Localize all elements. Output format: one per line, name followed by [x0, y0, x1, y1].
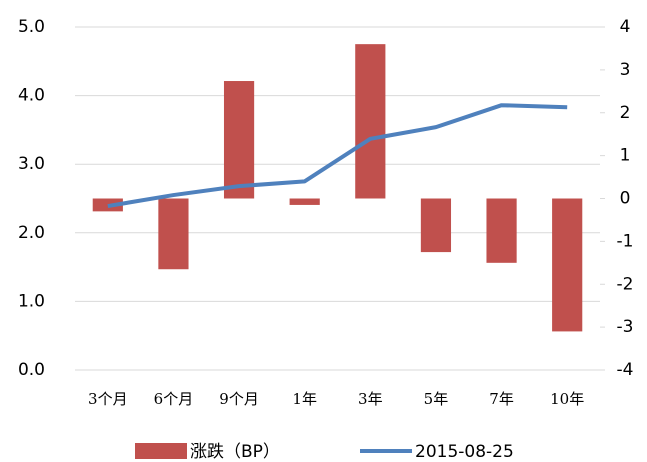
- x-tick-label: 3个月: [88, 390, 128, 408]
- legend-label: 2015-08-25: [415, 442, 514, 462]
- y-tick-label: 1.0: [18, 291, 45, 311]
- y-tick-label: 2.0: [18, 223, 45, 243]
- bar: [223, 81, 255, 199]
- legend-label: 涨跌（BP）: [190, 442, 280, 462]
- y2-tick-label: 0: [620, 189, 631, 209]
- line: [107, 103, 568, 209]
- x-tick-label: 7年: [489, 390, 514, 408]
- legend-swatch: [135, 443, 187, 459]
- bar: [158, 198, 189, 270]
- y2-tick-label: -1: [617, 231, 634, 251]
- y2-tick-label: -4: [617, 360, 634, 380]
- x-tick-label: 1年: [292, 390, 317, 408]
- y-tick-label: 5.0: [18, 17, 45, 37]
- y2-tick-label: -2: [617, 274, 634, 294]
- y2-tick-label: 1: [620, 146, 631, 166]
- x-tick-label: 5年: [424, 390, 449, 408]
- x-tick-label: 6个月: [154, 390, 194, 408]
- y-tick-label: 3.0: [18, 154, 45, 174]
- y2-tick-label: 4: [620, 17, 631, 37]
- y-tick-label: 4.0: [18, 86, 45, 106]
- x-tick-label: 10年: [550, 390, 584, 408]
- y2-tick-label: 2: [620, 103, 631, 123]
- y2-tick-label: 3: [620, 60, 631, 80]
- y2-tick-label: -3: [617, 317, 634, 337]
- x-tick-label: 9个月: [219, 390, 259, 408]
- bar: [289, 198, 320, 205]
- bar: [486, 198, 517, 263]
- y-tick-label: 0.0: [18, 360, 45, 380]
- x-tick-label: 3年: [358, 390, 383, 408]
- bar: [552, 198, 583, 332]
- bar: [355, 44, 386, 199]
- bar: [420, 198, 452, 253]
